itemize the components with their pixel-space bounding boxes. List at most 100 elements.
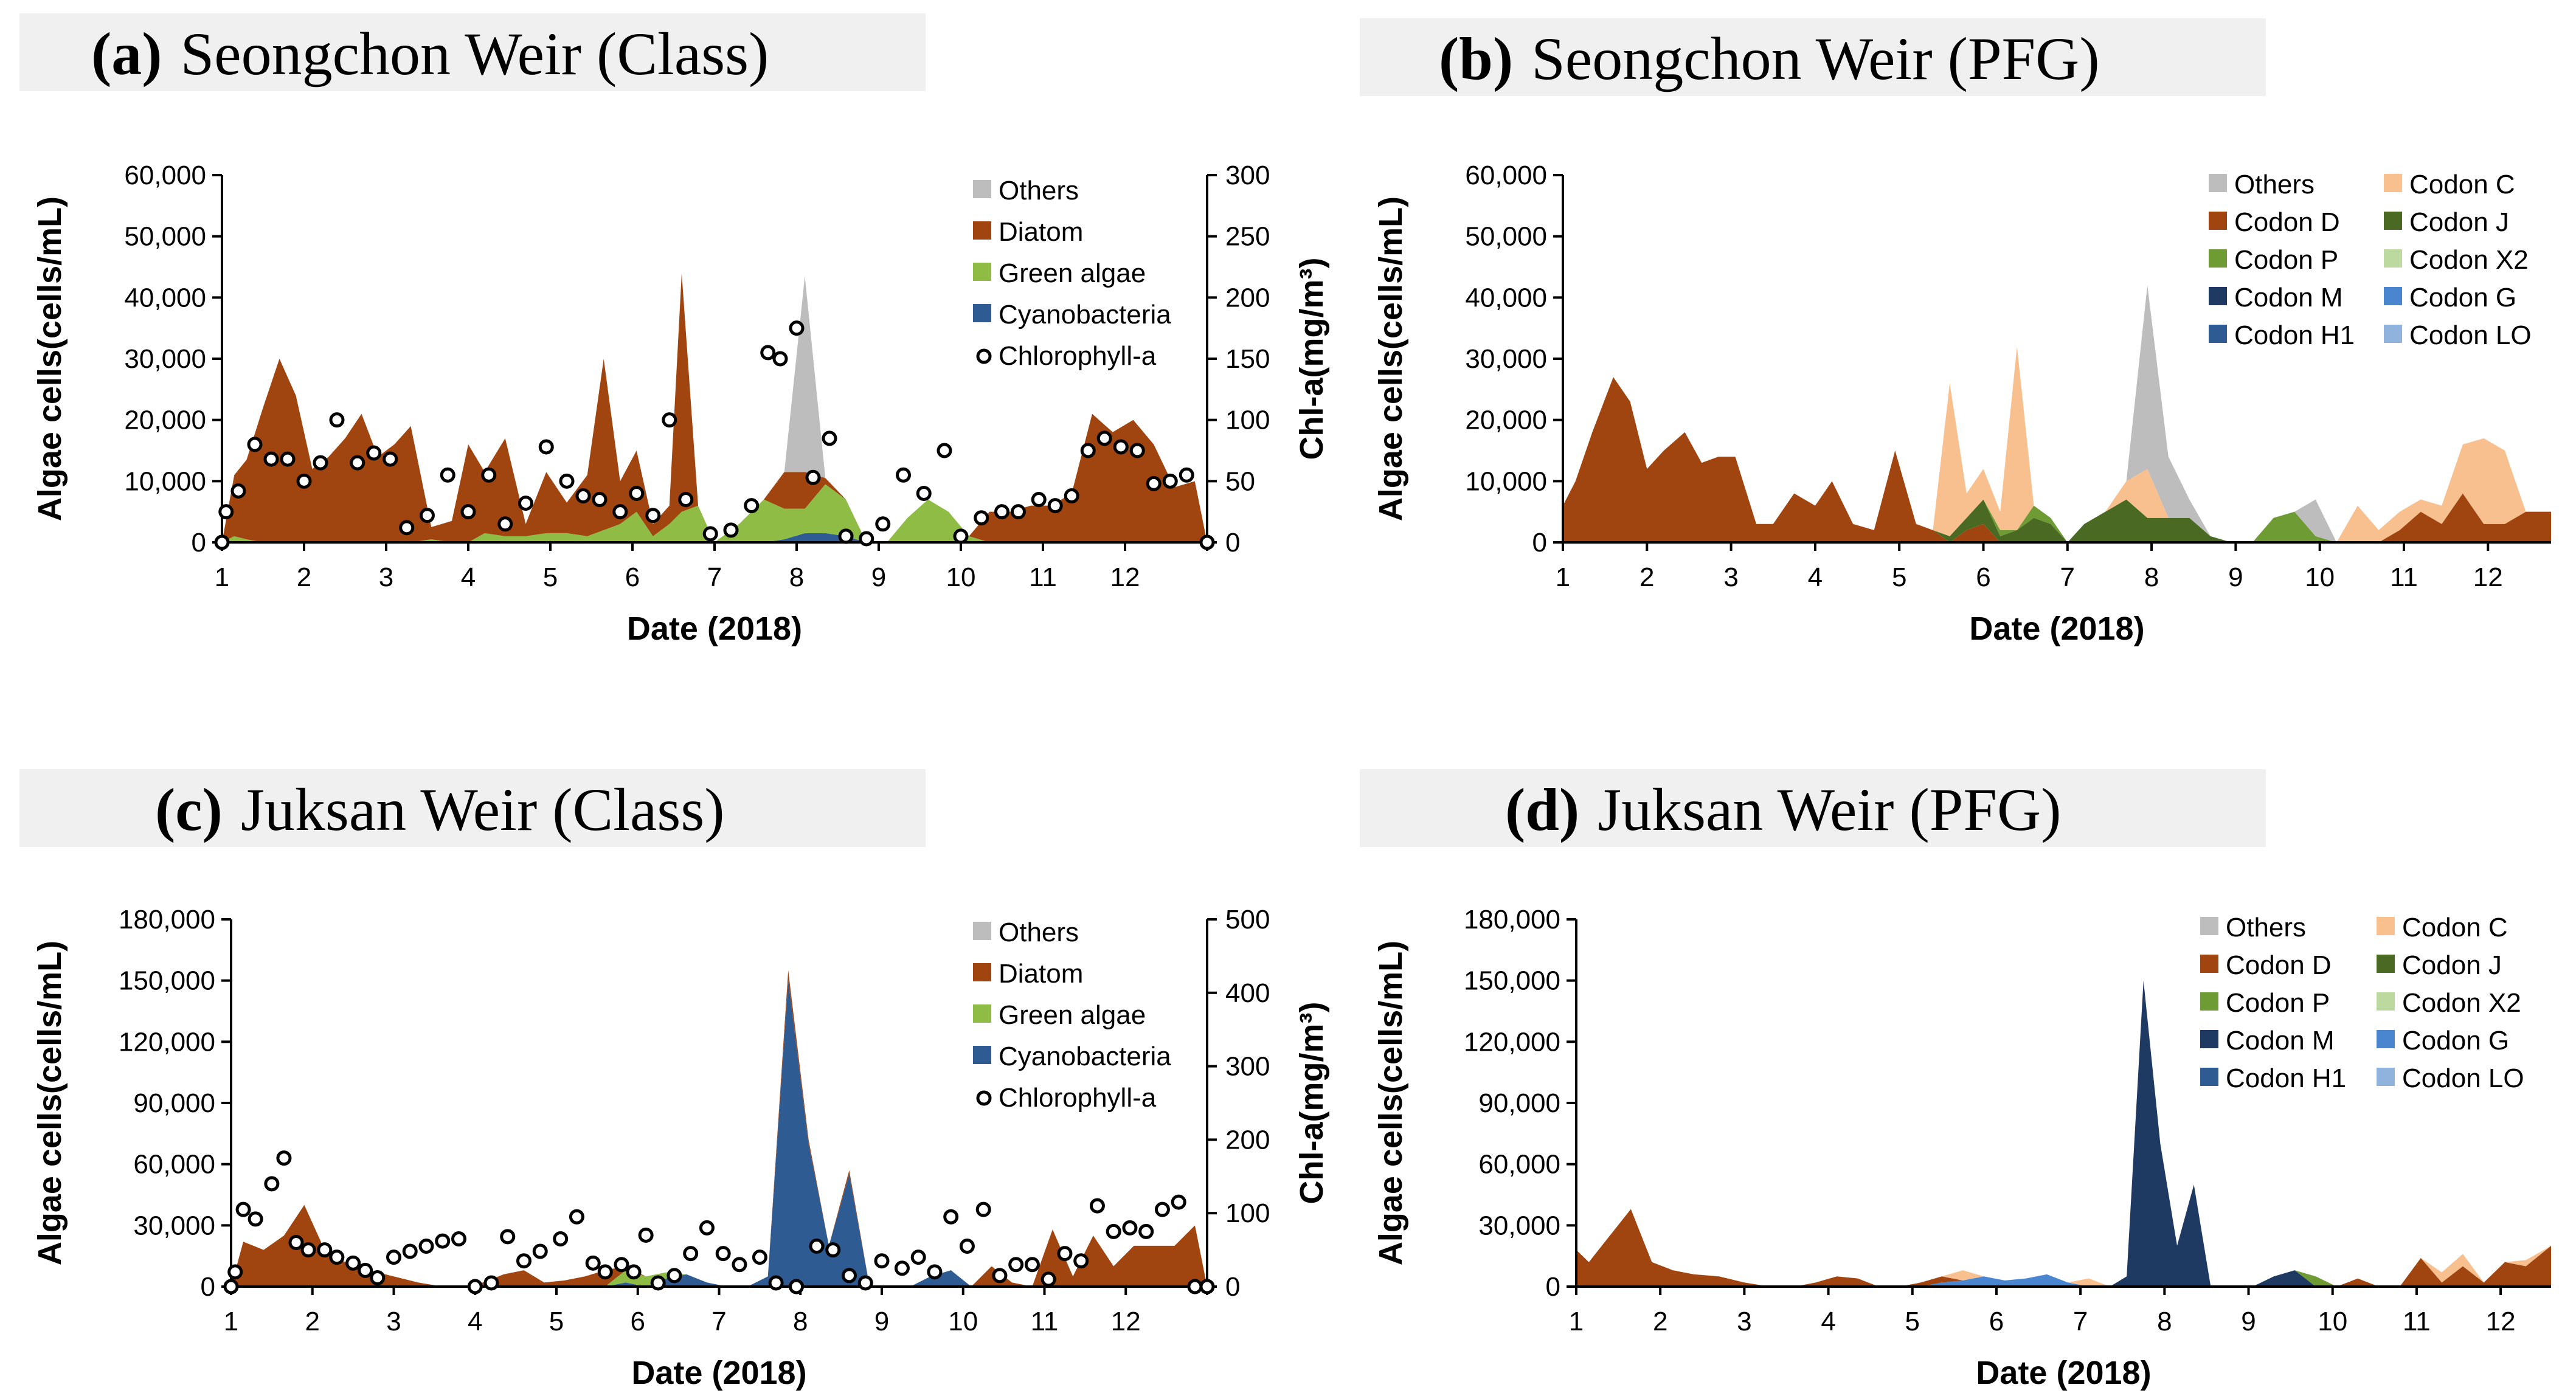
panel-d-y-tick-label: 30,000	[1478, 1211, 1560, 1240]
panel-a-y-axis-title: Algae cells(cells/mL)	[32, 196, 68, 521]
panel-d-x-tick-label: 10	[2318, 1307, 2347, 1336]
panel-c-chl-point	[553, 1231, 569, 1246]
panel-a-chl-point	[296, 473, 312, 489]
panel-c-y2-tick-label: 400	[1225, 978, 1270, 1008]
panel-d-y-tick-label: 120,000	[1464, 1027, 1560, 1057]
panel-a-chl-point	[329, 412, 345, 428]
panel-c-chl-point	[683, 1246, 699, 1262]
panel-a-x-tick-label: 3	[379, 562, 393, 592]
panel-c-chl-point	[597, 1264, 613, 1280]
panel-c-chl-point	[789, 1279, 805, 1294]
panel-a-chl-point	[916, 485, 932, 501]
panel-d-legend-label-codon-x2: Codon X2	[2402, 988, 2521, 1018]
panel-a-chl-point	[481, 467, 497, 483]
panel-c-chl-point	[418, 1239, 434, 1254]
panel-b-y-tick-label: 50,000	[1465, 222, 1547, 252]
panel-c: (c) Juksan Weir (Class) 0 30,000 60,000 90,0…	[19, 769, 1330, 1391]
panel-a-legend-label-cyanobacteria: Cyanobacteria	[999, 300, 1171, 330]
panel-d-y-tick-label: 60,000	[1478, 1150, 1560, 1180]
panel-c-chl-point	[910, 1250, 926, 1265]
panel-c-chl-point	[1024, 1257, 1040, 1273]
panel-a-chl-point	[1199, 534, 1215, 550]
panel-b-legend-swatch-codon-d	[2209, 212, 2227, 230]
panel-a-y2-tick-label: 200	[1225, 283, 1270, 313]
panel-a-chl-point	[559, 473, 575, 489]
panel-a-chl-point	[1064, 488, 1079, 503]
panel-c-y-tick-label: 150,000	[119, 966, 215, 996]
panel-a-chl-point	[994, 504, 1009, 520]
panel-d-y-axis-title: Algae cells(cells/mL)	[1373, 941, 1409, 1265]
panel-d-legend-swatch-codon-d	[2200, 955, 2218, 973]
panel-c-chl-point	[1008, 1257, 1024, 1273]
panel-b-legend-swatch-codon-p	[2209, 249, 2227, 268]
panel-a-x-tick-label: 10	[946, 562, 976, 592]
panel-c-chl-point	[1171, 1194, 1186, 1210]
panel-a-area-diatom	[222, 273, 1207, 542]
panel-a-chl-point	[678, 492, 694, 508]
panel-b-title-text: Seongchon Weir (PFG)	[1531, 25, 2099, 92]
panel-c-y-tick-label: 0	[201, 1272, 215, 1302]
panel-a-x-tick-label: 7	[707, 562, 722, 592]
panel-d-legend-label-codon-c: Codon C	[2402, 913, 2508, 942]
panel-b-x-tick-label: 2	[1639, 562, 1654, 592]
panel-c-legend-label-diatom: Diatom	[999, 959, 1083, 989]
panel-d-legend-swatch-codon-c	[2377, 917, 2395, 935]
panel-c-chl-point	[300, 1242, 316, 1258]
panel-b-x-tick-label: 6	[1976, 562, 1990, 592]
panel-d-legend-label-codon-j: Codon J	[2402, 950, 2502, 980]
panel-a-chl-point	[629, 485, 645, 501]
panel-a-chl-point	[937, 443, 952, 458]
panel-d-title-tag: (d)	[1505, 776, 1579, 843]
panel-a-legend-swatch-others	[973, 180, 991, 198]
panel-c-y2-tick-label: 100	[1225, 1198, 1270, 1228]
panel-c-y-tick-label: 30,000	[133, 1211, 215, 1240]
panel-c-chl-point	[874, 1253, 890, 1269]
panel-c-legend-label-others: Others	[999, 918, 1079, 947]
panel-a-x-tick-label: 8	[789, 562, 804, 592]
panel-d-y-tick-label: 90,000	[1478, 1088, 1560, 1118]
panel-a-chl-point	[1129, 443, 1145, 458]
panel-a-chl-point	[760, 345, 776, 361]
panel-a-chl-point	[230, 483, 246, 499]
panel-c-x-tick-label: 2	[305, 1307, 320, 1336]
panel-d-x-tick-label: 8	[2157, 1307, 2172, 1336]
panel-a-chl-point	[247, 437, 263, 452]
panel-a-legend-label-green-algae: Green algae	[999, 258, 1146, 288]
panel-d-x-tick-label: 12	[2486, 1307, 2516, 1336]
panel-c-x-tick-label: 5	[549, 1307, 564, 1336]
panel-c-chl-point	[1073, 1253, 1089, 1269]
panel-a-chl-point	[822, 430, 837, 446]
panel-a-chl-point	[420, 508, 435, 524]
panel-a-y-tick-label: 60,000	[124, 161, 206, 190]
panel-c-y-tick-label: 90,000	[133, 1088, 215, 1118]
panel-a-chl-point	[723, 522, 739, 538]
panel-c-chl-point	[1040, 1271, 1056, 1287]
panel-b-x-tick-label: 10	[2305, 562, 2335, 592]
panel-c-y2-tick-label: 500	[1225, 905, 1270, 935]
panel-b-title-tag: (b)	[1439, 25, 1513, 92]
panel-c-chl-point	[288, 1235, 304, 1251]
panel-a-title-text: Seongchon Weir (Class)	[181, 20, 769, 88]
panel-c-chl-point	[959, 1239, 975, 1254]
panel-c-x-tick-label: 7	[712, 1307, 726, 1336]
panel-d-legend-swatch-codon-x2	[2377, 992, 2395, 1011]
panel-c-chl-point	[825, 1242, 841, 1258]
panel-d-x-tick-label: 1	[1569, 1307, 1584, 1336]
panel-c-chl-point	[1199, 1279, 1215, 1294]
panel-b-legend-label-codon-c: Codon C	[2409, 170, 2515, 199]
panel-c-y2-tick-label: 200	[1225, 1125, 1270, 1155]
panel-c-x-tick-label: 4	[468, 1307, 482, 1336]
panel-a-x-tick-label: 11	[1029, 562, 1057, 592]
panel-c-chl-point	[732, 1257, 747, 1273]
panel-a-chl-point	[772, 351, 788, 367]
panel-a-chl-point	[440, 467, 455, 483]
panel-a-y-tick-label: 0	[192, 528, 206, 558]
panel-c-chl-point	[227, 1264, 243, 1280]
panel-d-legend-swatch-codon-g	[2377, 1030, 2395, 1048]
panel-a-chl-point	[859, 531, 874, 547]
panel-c-legend-swatch-others	[973, 922, 991, 940]
panel-c-chl-point	[532, 1243, 548, 1259]
panel-c-legend-label-chlorophyll-a: Chlorophyll-a	[999, 1083, 1157, 1113]
panel-a-chl-point	[805, 469, 821, 485]
